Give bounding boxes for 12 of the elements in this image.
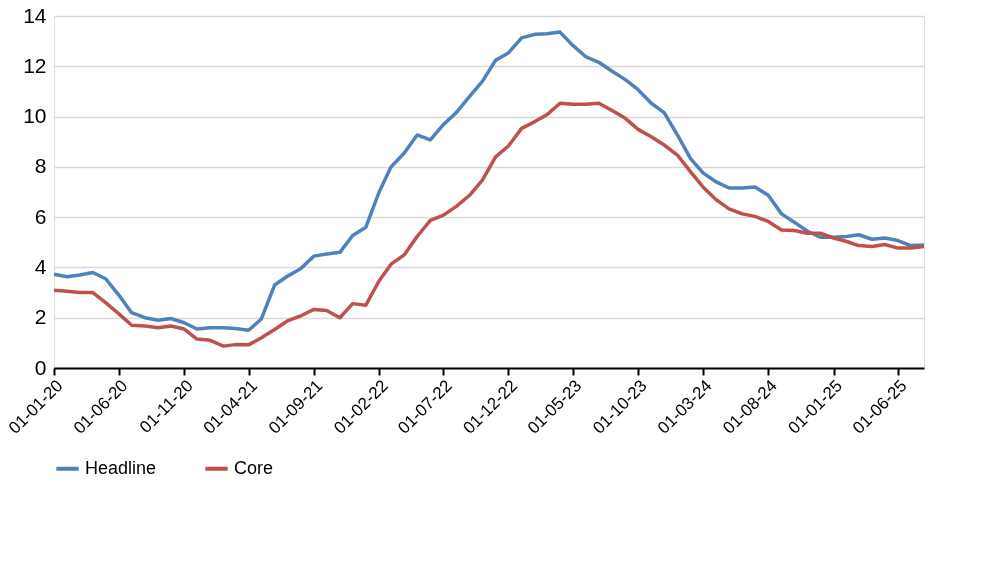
legend-label: Core [234, 457, 274, 478]
y-tick-label: 10 [23, 104, 47, 128]
y-tick-label: 0 [34, 355, 47, 379]
y-tick-label: 2 [34, 305, 47, 329]
y-tick-label: 12 [23, 53, 47, 77]
line-series [52, 101, 926, 348]
y-tick-label: 6 [34, 204, 47, 228]
y-tick-label: 14 [23, 3, 47, 27]
legend-label: Headline [85, 457, 157, 478]
line-series [52, 30, 926, 333]
y-tick-label: 8 [34, 154, 47, 178]
y-tick-label: 4 [34, 254, 47, 278]
